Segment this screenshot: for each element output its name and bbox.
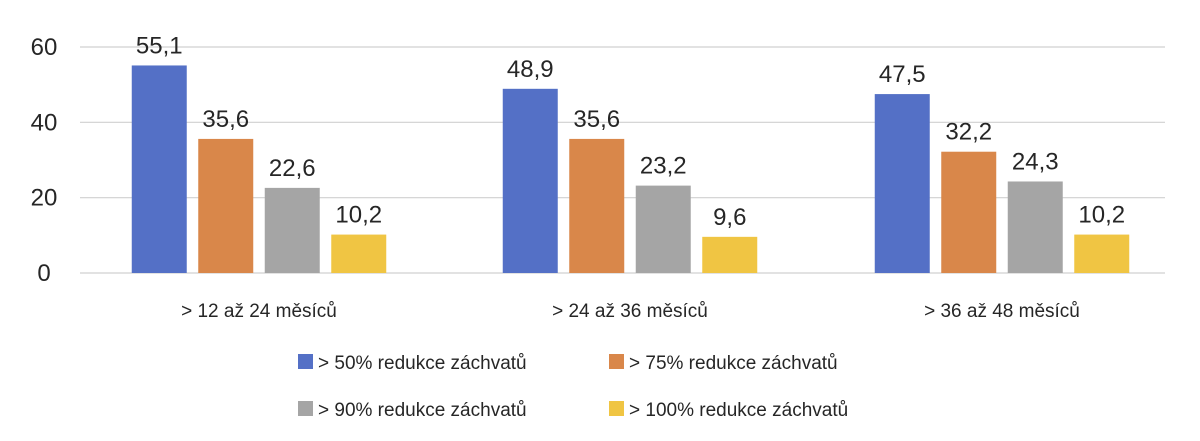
bar bbox=[131, 65, 187, 273]
bar bbox=[1007, 181, 1063, 273]
legend-item: > 75% redukce záchvatů bbox=[609, 353, 838, 374]
y-tick-label: 0 bbox=[37, 260, 50, 287]
bar bbox=[702, 236, 758, 273]
bar bbox=[331, 234, 387, 273]
bars bbox=[131, 65, 1130, 273]
legend-swatch bbox=[298, 354, 313, 369]
data-label: 32,2 bbox=[945, 119, 992, 146]
legend-item: > 100% redukce záchvatů bbox=[609, 400, 848, 421]
data-label: 48,9 bbox=[507, 56, 554, 83]
data-label: 35,6 bbox=[202, 106, 249, 133]
bar bbox=[874, 94, 930, 273]
data-label: 55,1 bbox=[136, 32, 183, 59]
bar bbox=[264, 187, 320, 273]
legend-label: > 90% redukce záchvatů bbox=[318, 400, 527, 421]
data-label: 10,2 bbox=[1078, 202, 1125, 229]
bar bbox=[1074, 234, 1130, 273]
data-label: 23,2 bbox=[640, 153, 687, 180]
legend-item: > 50% redukce záchvatů bbox=[298, 353, 527, 374]
x-tick-label: > 36 až 48 měsíců bbox=[924, 301, 1080, 322]
data-label: 22,6 bbox=[269, 155, 316, 182]
bar bbox=[569, 138, 625, 273]
legend-item: > 90% redukce záchvatů bbox=[298, 400, 527, 421]
y-tick-label: 20 bbox=[31, 185, 58, 212]
data-label: 47,5 bbox=[879, 61, 926, 88]
x-tick-label: > 12 až 24 měsíců bbox=[181, 301, 337, 322]
x-tick-label: > 24 až 36 měsíců bbox=[552, 301, 708, 322]
legend-label: > 100% redukce záchvatů bbox=[629, 400, 848, 421]
bar bbox=[635, 185, 691, 273]
legend-label: > 75% redukce záchvatů bbox=[629, 353, 838, 374]
legend-swatch bbox=[298, 401, 313, 416]
bar bbox=[941, 151, 997, 273]
data-label: 24,3 bbox=[1012, 148, 1059, 175]
legend-swatch bbox=[609, 354, 624, 369]
y-tick-label: 60 bbox=[31, 34, 58, 61]
data-label: 9,6 bbox=[713, 204, 746, 231]
bar bbox=[198, 138, 254, 273]
data-labels: 55,1 35,6 22,6 10,2 48,9 35,6 23,2 9,6 47,5 32,2 2… bbox=[136, 32, 1125, 230]
data-label: 10,2 bbox=[335, 202, 382, 229]
legend: > 50% redukce záchvatů > 75% redukce zách… bbox=[298, 353, 848, 421]
legend-swatch bbox=[609, 401, 624, 416]
bar bbox=[502, 88, 558, 273]
axes: 0 20 40 60 > 12 až 24 měsíců > 24 až 36 měsíc… bbox=[31, 34, 1080, 322]
data-label: 35,6 bbox=[573, 106, 620, 133]
legend-label: > 50% redukce záchvatů bbox=[318, 353, 527, 374]
y-tick-label: 40 bbox=[31, 109, 58, 136]
